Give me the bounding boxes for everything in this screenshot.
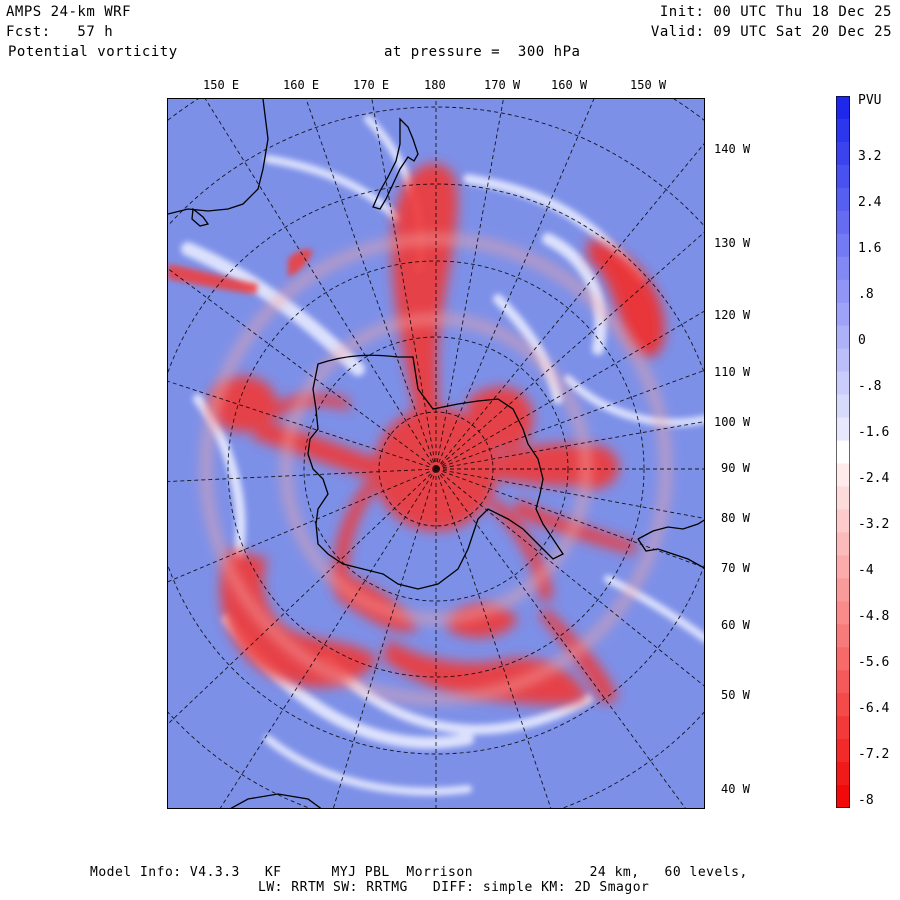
northeast-vortex	[588, 239, 665, 357]
lon-label-right: 80 W	[721, 511, 750, 525]
meridians	[168, 99, 704, 808]
forecast-hour: Fcst: 57 h	[6, 24, 114, 40]
colorbar-bin	[836, 555, 850, 579]
colorbar-label: -4	[858, 563, 874, 578]
colorbar-bin	[836, 463, 850, 487]
lon-label-top: 160 W	[551, 78, 588, 92]
lon-label-right: 100 W	[714, 415, 751, 429]
colorbar-bin	[836, 348, 850, 373]
colorbar-bin	[836, 440, 850, 464]
colorbar-bin	[836, 716, 850, 740]
valid-time: Valid: 09 UTC Sat 20 Dec 25	[650, 24, 892, 40]
pv-colorbar	[836, 96, 850, 808]
colorbar-bin	[836, 210, 850, 235]
colorbar-bin	[836, 279, 850, 304]
colorbar-label: -4.8	[858, 609, 890, 624]
lon-label-right: 110 W	[714, 365, 751, 379]
colorbar-bin	[836, 532, 850, 556]
tasmania-coastline	[191, 207, 210, 227]
colorbar-bin	[836, 187, 850, 212]
colorbar-bin	[836, 785, 850, 808]
model-info-line1: Model Info: V4.3.3 KF MYJ PBL Morrison 2…	[90, 865, 748, 880]
colorbar-bin	[836, 739, 850, 763]
colorbar-label: 3.2	[858, 149, 882, 164]
new-zealand-coastline	[372, 117, 419, 210]
lon-label-right: 120 W	[714, 308, 751, 322]
lon-label-right: 90 W	[721, 461, 750, 475]
colorbar-bin	[836, 96, 850, 120]
lon-label-top: 170 W	[484, 78, 521, 92]
lon-label-right: 50 W	[721, 688, 750, 702]
lon-label-right: 130 W	[714, 236, 751, 250]
field-name: Potential vorticity	[8, 44, 178, 60]
colorbar-label: -5.6	[858, 655, 890, 670]
pressure-level: at pressure = 300 hPa	[384, 44, 581, 60]
lon-label-right: 70 W	[721, 561, 750, 575]
colorbar-bin	[836, 670, 850, 694]
pv-map	[167, 98, 705, 809]
white-filaments	[181, 115, 704, 796]
colorbar-bin	[836, 624, 850, 648]
colorbar-label: -1.6	[858, 425, 890, 440]
colorbar-bin	[836, 762, 850, 786]
colorbar-bin	[836, 118, 850, 143]
colorbar-label: 2.4	[858, 195, 882, 210]
colorbar-border	[836, 96, 850, 808]
colorbar-label: 1.6	[858, 241, 882, 256]
colorbar-bin	[836, 509, 850, 533]
colorbar-bin	[836, 256, 850, 281]
northwest-streamer	[168, 249, 313, 294]
colorbar-bin	[836, 233, 850, 258]
colorbar-bin	[836, 141, 850, 166]
model-title: AMPS 24-km WRF	[6, 4, 132, 20]
colorbar-label: -7.2	[858, 747, 890, 762]
colorbar-label: -2.4	[858, 471, 890, 486]
colorbar-unit: PVU	[858, 93, 882, 108]
colorbar-bin	[836, 601, 850, 625]
south-america-coastline	[637, 519, 704, 569]
model-info-line2: LW: RRTM SW: RRTMG DIFF: simple KM: 2D S…	[258, 880, 650, 895]
colorbar-bin	[836, 578, 850, 602]
colorbar-label: .8	[858, 287, 874, 302]
lon-label-right: 140 W	[714, 142, 751, 156]
colorbar-bin	[836, 486, 850, 510]
colorbar-label: -.8	[858, 379, 882, 394]
lon-label-right: 40 W	[721, 782, 750, 796]
colorbar-label: 0	[858, 333, 866, 348]
colorbar-bin	[836, 164, 850, 189]
colorbar-bin	[836, 647, 850, 671]
antarctica-coastline	[307, 354, 564, 590]
colorbar-bin	[836, 325, 850, 350]
colorbar-label: -3.2	[858, 517, 890, 532]
colorbar-bin	[836, 371, 850, 396]
lon-label-top: 170 E	[353, 78, 390, 92]
colorbar-label: -6.4	[858, 701, 890, 716]
lon-label-top: 150 E	[203, 78, 240, 92]
colorbar-bin	[836, 302, 850, 327]
lon-label-top: 180	[424, 78, 446, 92]
colorbar-label: -8	[858, 793, 874, 808]
colorbar-bin	[836, 417, 850, 442]
colorbar-bin	[836, 394, 850, 419]
colorbar-bin	[836, 693, 850, 717]
init-time: Init: 00 UTC Thu 18 Dec 25	[659, 4, 892, 20]
lon-label-right: 60 W	[721, 618, 750, 632]
bottom-coastline	[230, 793, 322, 808]
lon-label-top: 160 E	[283, 78, 320, 92]
lon-label-top: 150 W	[630, 78, 667, 92]
